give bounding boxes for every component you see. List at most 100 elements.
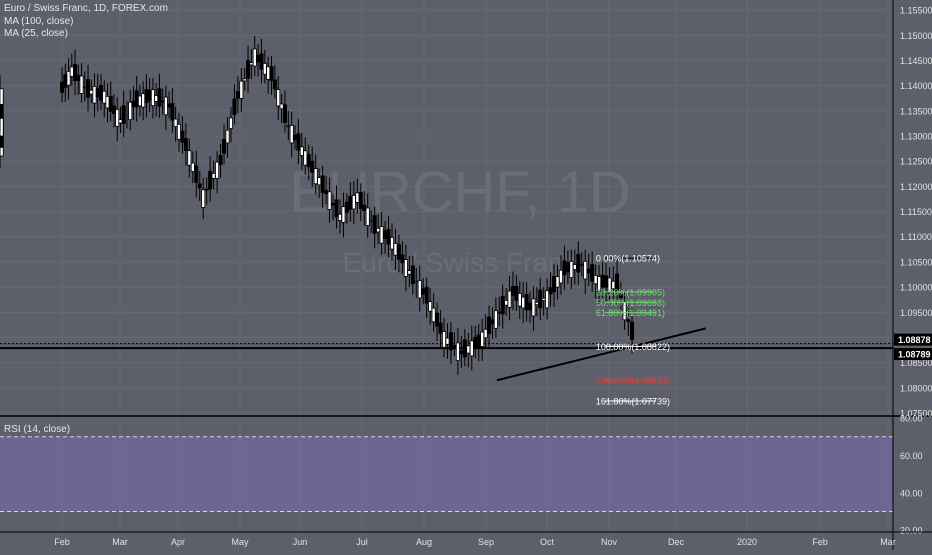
candle-body: [510, 286, 515, 296]
candle-body: [296, 133, 301, 151]
candle-body: [562, 260, 567, 276]
candle-body: [497, 311, 502, 314]
candle-body: [89, 89, 94, 95]
candle-body: [514, 285, 519, 301]
time-tick-label: Nov: [601, 537, 618, 547]
candle-body: [341, 206, 346, 223]
candle-body: [310, 160, 315, 173]
price-tick-label: 1.08500: [900, 358, 932, 368]
rsi-tick-label: 80.00: [900, 414, 923, 424]
fibonacci-group[interactable]: 0.00%(1.10574) 38.20%(1.09905)50.00%(1.09…: [596, 254, 670, 407]
price-label-box: [894, 348, 932, 361]
candle-body: [396, 244, 401, 260]
candle-body: [480, 331, 485, 347]
trendline-group[interactable]: [496, 327, 707, 382]
candle-body: [493, 310, 498, 329]
candle-body: [303, 150, 308, 166]
candle-body: [611, 280, 616, 290]
candles[interactable]: [0, 35, 635, 375]
candle-body: [355, 192, 360, 203]
candle-body: [134, 90, 139, 108]
rsi-legend[interactable]: RSI (14, close): [4, 424, 71, 435]
candle-body: [92, 86, 97, 104]
candle-body: [121, 105, 126, 124]
symbol-title[interactable]: Euro / Swiss Franc, 1D, FOREX.com: [4, 3, 168, 14]
price-tick-label: 1.13500: [900, 106, 932, 116]
candle-body: [435, 312, 440, 327]
candle-body: [269, 66, 274, 82]
candle-body: [389, 236, 394, 250]
candle-body: [558, 269, 563, 284]
candle-body: [431, 307, 436, 323]
rsi-axis[interactable]: 80.00 60.00 40.00 20.00: [900, 414, 923, 536]
candle-body: [204, 188, 209, 191]
candle-body: [306, 154, 311, 168]
candle-body: [225, 129, 230, 144]
candle-body: [469, 340, 474, 357]
candle-body: [586, 268, 591, 274]
ma25-legend[interactable]: MA (25, close): [4, 28, 68, 39]
candle-body: [534, 301, 539, 306]
candle-body: [607, 277, 612, 294]
candle-body: [386, 229, 391, 245]
candle-body: [128, 101, 133, 121]
time-axis[interactable]: Feb Mar Apr May Jun Jul Aug Sep Oct Nov Dec 2020 Feb…: [0, 531, 932, 547]
candle-body: [331, 203, 336, 206]
candle-body: [393, 243, 398, 256]
candle-body: [376, 227, 381, 233]
candle-body: [235, 91, 240, 99]
price-tick-label: 1.07500: [900, 409, 932, 419]
time-tick-label: Jul: [356, 537, 368, 547]
candle-body: [369, 219, 374, 222]
fib-level-label: 50.00%(1.09698): [596, 298, 665, 308]
trendline: [496, 327, 707, 382]
time-tick-label: Mar: [880, 537, 896, 547]
candle-body: [358, 192, 363, 209]
candle-body: [462, 339, 467, 358]
candle-body: [256, 54, 261, 63]
candle-body: [208, 170, 213, 190]
price-tick-label: 1.08000: [900, 383, 932, 393]
candle-body: [400, 254, 405, 264]
candle-body: [118, 119, 123, 124]
candle-body: [190, 162, 195, 172]
candle-body: [445, 337, 450, 345]
candle-body: [317, 177, 322, 186]
candle-body: [194, 165, 199, 183]
candle-body: [313, 168, 318, 185]
price-tick-label: 1.15500: [900, 6, 932, 16]
candle-body: [351, 194, 356, 210]
candle-body: [176, 123, 181, 140]
candle-body: [379, 226, 384, 244]
price-tick-label: 1.11500: [900, 207, 932, 217]
candle-body: [466, 345, 471, 354]
candle-body: [215, 161, 220, 179]
candle-body: [99, 85, 104, 101]
time-tick-label: Mar: [112, 537, 128, 547]
candle-body: [137, 95, 142, 107]
ma100-legend[interactable]: MA (100, close): [4, 16, 74, 27]
candle-body: [541, 297, 546, 301]
price-tick-label: 1.11000: [900, 232, 932, 242]
time-tick-label: Aug: [416, 537, 432, 547]
candle-body: [201, 189, 206, 208]
candle-body: [320, 175, 325, 194]
candle-body: [362, 204, 367, 211]
candle-body: [108, 96, 113, 112]
candle-body: [555, 276, 560, 288]
candle-body: [334, 199, 339, 218]
candle-body: [521, 296, 526, 309]
candle-body: [600, 274, 605, 288]
candle-body: [348, 195, 353, 210]
candle-body: [618, 294, 623, 299]
candle-body: [517, 293, 522, 307]
candle-body: [452, 345, 457, 348]
candle-body: [222, 139, 227, 154]
rsi-band: [0, 436, 893, 512]
candle-body: [324, 190, 329, 194]
time-tick-label: Jun: [293, 537, 308, 547]
candle-body: [344, 201, 349, 213]
time-tick-label: Feb: [812, 537, 828, 547]
candle-body: [60, 81, 65, 93]
candle-body: [583, 260, 588, 280]
